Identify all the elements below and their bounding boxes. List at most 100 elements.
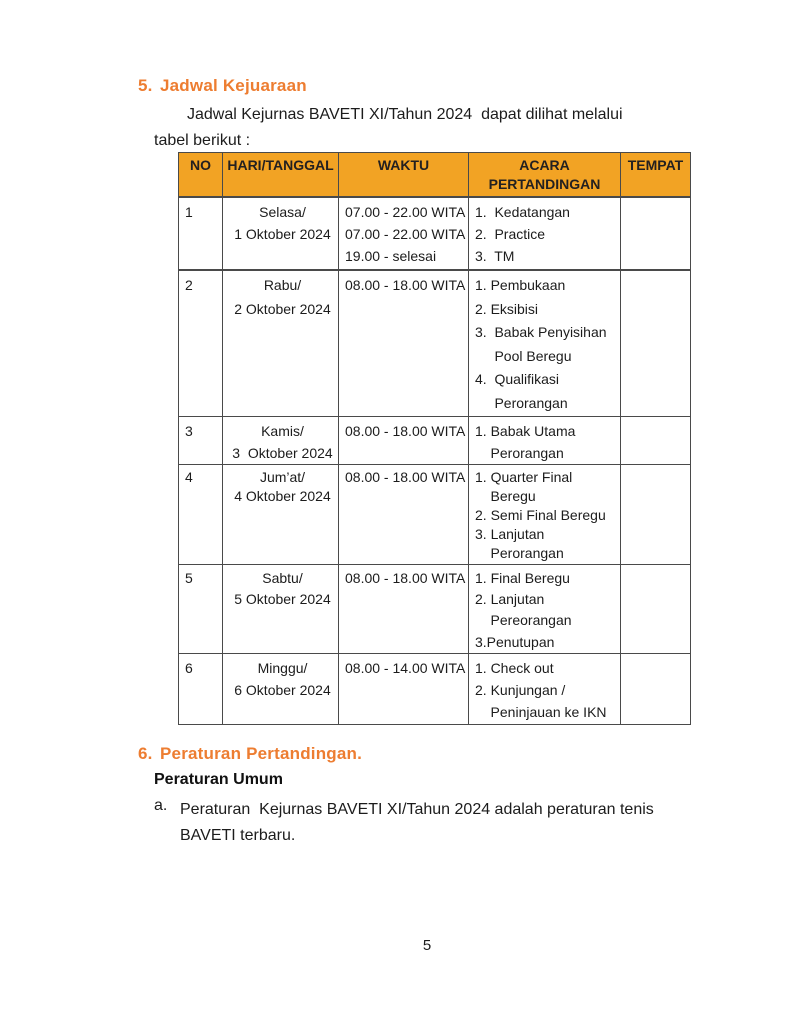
cell-line: 19.00 - selesai: [345, 248, 437, 264]
cell-line: 6 Oktober 2024: [234, 682, 331, 699]
cell-line: Selasa/: [259, 204, 306, 220]
table-row: 6 Minggu/6 Oktober 2024 08.00 - 14.00 WITA…: [178, 653, 691, 726]
table-cell-acara: 1. Check out 2. Kunjungan / Peninjauan ke…: [468, 653, 621, 726]
table-cell-tempat: [620, 653, 691, 726]
table-cell-no: 5: [178, 563, 223, 655]
header-tempat: TEMPAT: [620, 152, 691, 198]
cell-line: 5 Oktober 2024: [234, 590, 331, 607]
table-cell-no: 4: [178, 463, 223, 565]
table-cell-hari: Sabtu/5 Oktober 2024: [222, 563, 339, 655]
table-cell-tempat: [620, 563, 691, 655]
cell-line: Pool Beregu: [475, 347, 572, 364]
intro-paragraph-line-2: tabel berikut :: [154, 132, 251, 149]
cell-line: Jum’at/: [259, 468, 306, 485]
cell-line: 1. Pembukaan: [475, 277, 566, 293]
section-6-number: 6.: [138, 744, 153, 763]
section-5-title: Jadwal Kejuaraan: [160, 76, 307, 95]
cell-line: 2. Eksibisi: [475, 300, 539, 317]
cell-line: 3. Lanjutan: [475, 526, 545, 543]
table-header-row: NO HARI/TANGGAL WAKTU ACARA PERTANDINGAN…: [178, 152, 691, 198]
table-row: 1 Selasa/1 Oktober 2024 07.00 - 22.00 WITA…: [178, 196, 691, 271]
cell-line: 08.00 - 18.00 WITA: [345, 277, 466, 293]
cell-line: 1. Kedatangan: [475, 204, 570, 220]
cell-line: 2. Semi Final Beregu: [475, 506, 606, 523]
table-cell-tempat: [620, 269, 691, 417]
intro-paragraph-line-1: Jadwal Kejurnas BAVETI XI/Tahun 2024 dap…: [187, 106, 623, 123]
table-cell-acara: 1. Pembukaan 2. Eksibisi 3. Babak Penyisih…: [468, 269, 621, 417]
cell-line: 5: [185, 569, 193, 586]
cell-line: Perorangan: [475, 545, 564, 562]
cell-line: 2. Practice: [475, 226, 546, 242]
section-6-title: Peraturan Pertandingan.: [160, 744, 363, 763]
table-cell-tempat: [620, 196, 691, 271]
schedule-table: NO HARI/TANGGAL WAKTU ACARA PERTANDINGAN…: [178, 152, 691, 726]
cell-line: Pereorangan: [475, 612, 572, 629]
list-item-line-1: Peraturan Kejurnas BAVETI XI/Tahun 2024 …: [180, 801, 654, 818]
cell-line: 2: [185, 277, 193, 293]
table-cell-tempat: [620, 415, 691, 465]
table-row: 3 Kamis/3 Oktober 2024 08.00 - 18.00 WITA 1…: [178, 415, 691, 465]
cell-line: 1 Oktober 2024: [234, 226, 331, 242]
table-cell-no: 3: [178, 415, 223, 465]
header-no: NO: [178, 152, 223, 198]
table-cell-waktu: 07.00 - 22.00 WITA 07.00 - 22.00 WITA 19.0…: [338, 196, 469, 271]
list-item-line-2: BAVETI terbaru.: [180, 827, 296, 844]
table-cell-no: 2: [178, 269, 223, 417]
table-cell-hari: Jum’at/4 Oktober 2024: [222, 463, 339, 565]
section-5-heading: 5. Jadwal Kejuaraan: [138, 76, 307, 96]
cell-line: Perorangan: [475, 444, 564, 461]
cell-line: 1. Check out: [475, 660, 554, 677]
cell-line: 3.Penutupan: [475, 633, 555, 650]
cell-line: 3. Babak Penyisihan: [475, 324, 607, 341]
cell-line: Kamis/: [261, 422, 304, 439]
cell-line: 08.00 - 14.00 WITA: [345, 660, 466, 677]
cell-line: 3 Oktober 2024: [232, 444, 333, 461]
table-cell-tempat: [620, 463, 691, 565]
section-6-subheading: Peraturan Umum: [154, 771, 283, 788]
cell-line: 4: [185, 468, 193, 485]
cell-line: 4 Oktober 2024: [234, 487, 331, 504]
cell-line: 3: [185, 422, 193, 439]
schedule-table-body: 1 Selasa/1 Oktober 2024 07.00 - 22.00 WITA…: [178, 196, 691, 726]
cell-line: Sabtu/: [262, 569, 303, 586]
table-cell-hari: Selasa/1 Oktober 2024: [222, 196, 339, 271]
cell-line: 08.00 - 18.00 WITA: [345, 422, 466, 439]
list-item-text: Peraturan Kejurnas BAVETI XI/Tahun 2024 …: [180, 797, 654, 849]
table-row: 5 Sabtu/5 Oktober 2024 08.00 - 18.00 WITA 1…: [178, 563, 691, 655]
table-cell-acara: 1. Babak Utama Perorangan: [468, 415, 621, 465]
cell-line: 1. Babak Utama: [475, 422, 576, 439]
cell-line: 2. Kunjungan /: [475, 682, 566, 699]
table-cell-waktu: 08.00 - 14.00 WITA: [338, 653, 469, 726]
cell-line: 07.00 - 22.00 WITA: [345, 226, 466, 242]
section-6-item-a: a. Peraturan Kejurnas BAVETI XI/Tahun 20…: [154, 797, 654, 849]
cell-line: 2 Oktober 2024: [234, 300, 331, 317]
cell-line: 3. TM: [475, 248, 515, 264]
table-cell-hari: Minggu/6 Oktober 2024: [222, 653, 339, 726]
page-number: 5: [422, 937, 432, 954]
table-cell-acara: 1. Final Beregu 2. Lanjutan Pereorangan 3.…: [468, 563, 621, 655]
cell-line: Perorangan: [475, 394, 568, 411]
cell-line: 6: [185, 660, 193, 677]
table-cell-acara: 1. Kedatangan 2. Practice 3. TM: [468, 196, 621, 271]
cell-line: Beregu: [475, 487, 536, 504]
table-row: 4 Jum’at/4 Oktober 2024 08.00 - 18.00 WITA…: [178, 463, 691, 565]
table-cell-waktu: 08.00 - 18.00 WITA: [338, 269, 469, 417]
table-cell-no: 6: [178, 653, 223, 726]
cell-line: 2. Lanjutan: [475, 590, 545, 607]
cell-line: 08.00 - 18.00 WITA: [345, 569, 466, 586]
table-cell-waktu: 08.00 - 18.00 WITA: [338, 563, 469, 655]
cell-line: 1. Quarter Final: [475, 468, 573, 485]
table-cell-hari: Kamis/3 Oktober 2024: [222, 415, 339, 465]
section-5-number: 5.: [138, 76, 153, 95]
cell-line: 1. Final Beregu: [475, 569, 570, 586]
cell-line: Peninjauan ke IKN: [475, 704, 607, 721]
cell-line: 4. Qualifikasi: [475, 371, 560, 388]
table-cell-acara: 1. Quarter Final Beregu 2. Semi Final Ber…: [468, 463, 621, 565]
header-waktu: WAKTU: [338, 152, 469, 198]
header-acara-pertandingan: ACARA PERTANDINGAN: [468, 152, 621, 198]
section-6-heading: 6. Peraturan Pertandingan.: [138, 744, 362, 764]
table-row: 2 Rabu/2 Oktober 2024 08.00 - 18.00 WITA 1.…: [178, 269, 691, 417]
header-hari-tanggal: HARI/TANGGAL: [222, 152, 339, 198]
cell-line: 1: [185, 204, 193, 220]
